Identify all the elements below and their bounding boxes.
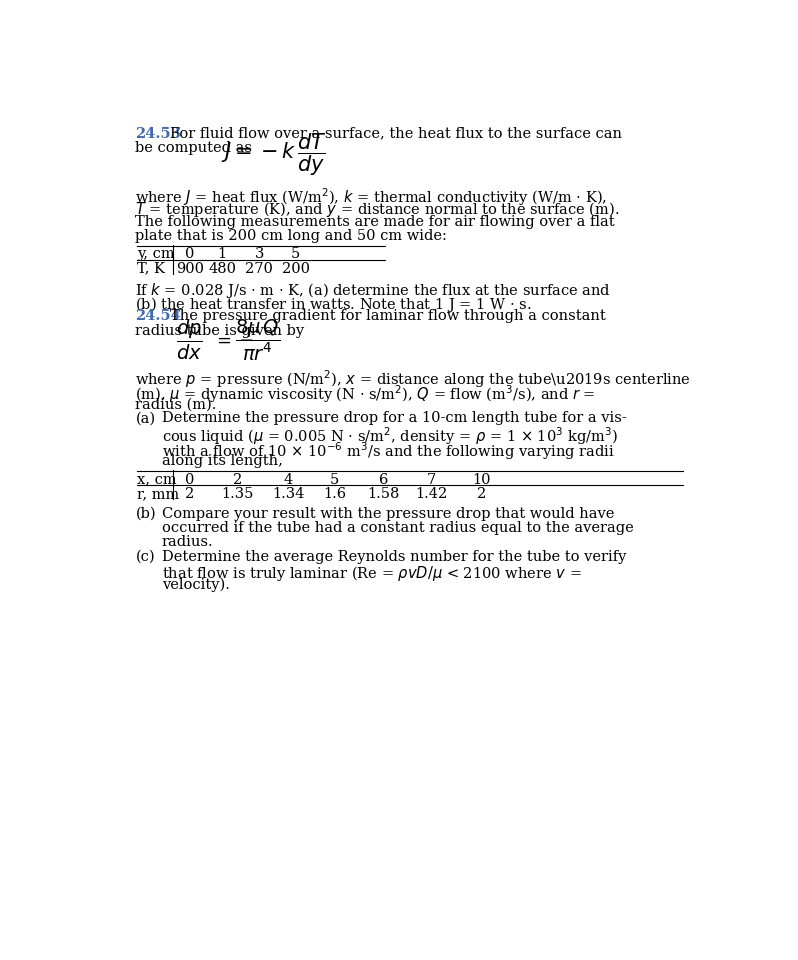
Text: (b): (b) <box>136 507 156 521</box>
Text: The following measurements are made for air flowing over a flat: The following measurements are made for … <box>136 215 615 228</box>
Text: (b) the heat transfer in watts. Note that 1 J = 1 W $\cdot$ s.: (b) the heat transfer in watts. Note tha… <box>136 295 532 314</box>
Text: radius (m).: radius (m). <box>136 397 217 411</box>
Text: 24.54: 24.54 <box>136 309 181 324</box>
Text: 0: 0 <box>185 472 195 487</box>
Text: 5: 5 <box>330 472 339 487</box>
Text: T, K: T, K <box>137 262 165 276</box>
Text: 1.35: 1.35 <box>222 487 254 501</box>
Text: $\dfrac{dp}{dx}$: $\dfrac{dp}{dx}$ <box>176 318 203 362</box>
Text: (c): (c) <box>136 550 155 564</box>
Text: velocity).: velocity). <box>162 578 230 592</box>
Text: 1.42: 1.42 <box>415 487 448 501</box>
Text: 1.58: 1.58 <box>367 487 400 501</box>
Text: 270: 270 <box>246 262 274 276</box>
Text: y, cm: y, cm <box>137 248 175 261</box>
Text: 1.34: 1.34 <box>272 487 304 501</box>
Text: 1: 1 <box>218 248 227 261</box>
Text: $= -$: $= -$ <box>213 331 254 348</box>
Text: 24.53: 24.53 <box>136 127 181 141</box>
Text: along its length,: along its length, <box>162 454 282 468</box>
Text: 2: 2 <box>233 472 243 487</box>
Text: 7: 7 <box>427 472 436 487</box>
Text: Determine the average Reynolds number for the tube to verify: Determine the average Reynolds number fo… <box>162 550 626 564</box>
Text: 480: 480 <box>208 262 236 276</box>
Text: r, mm: r, mm <box>137 487 180 501</box>
Text: 6: 6 <box>379 472 388 487</box>
Text: 10: 10 <box>472 472 491 487</box>
Text: 5: 5 <box>291 248 301 261</box>
Text: cous liquid ($\mu$ = 0.005 N $\cdot$ s/m$^2$, density = $\rho$ = 1 $\times$ 10$^: cous liquid ($\mu$ = 0.005 N $\cdot$ s/m… <box>162 425 618 447</box>
Text: plate that is 200 cm long and 50 cm wide:: plate that is 200 cm long and 50 cm wide… <box>136 228 447 243</box>
Text: The pressure gradient for laminar flow through a constant: The pressure gradient for laminar flow t… <box>169 309 605 324</box>
Text: radius.: radius. <box>162 536 213 549</box>
Text: 4: 4 <box>283 472 293 487</box>
Text: (a): (a) <box>136 412 156 425</box>
Text: be computed as: be computed as <box>136 141 252 155</box>
Text: where $p$ = pressure (N/m$^2$), $x$ = distance along the tube\u2019s centerline: where $p$ = pressure (N/m$^2$), $x$ = di… <box>136 369 691 391</box>
Text: If $k$ = 0.028 J/s $\cdot$ m $\cdot$ K, (a) determine the flux at the surface an: If $k$ = 0.028 J/s $\cdot$ m $\cdot$ K, … <box>136 281 611 300</box>
Text: 1.6: 1.6 <box>323 487 346 501</box>
Text: with a flow of 10 $\times$ 10$^{-6}$ m$^3$/s and the following varying radii: with a flow of 10 $\times$ 10$^{-6}$ m$^… <box>162 440 614 462</box>
Text: $J = -k\,\dfrac{dT}{dy}$: $J = -k\,\dfrac{dT}{dy}$ <box>221 132 326 179</box>
Text: 2: 2 <box>185 487 194 501</box>
Text: 900: 900 <box>176 262 203 276</box>
Text: 3: 3 <box>255 248 264 261</box>
Text: Compare your result with the pressure drop that would have: Compare your result with the pressure dr… <box>162 507 614 521</box>
Text: x, cm: x, cm <box>137 472 176 487</box>
Text: $T$ = temperature (K), and $y$ = distance normal to the surface (m).: $T$ = temperature (K), and $y$ = distanc… <box>136 201 620 220</box>
Text: radius tube is given by: radius tube is given by <box>136 324 305 338</box>
Text: $\dfrac{8\mu\,Q}{\pi r^4}$: $\dfrac{8\mu\,Q}{\pi r^4}$ <box>235 317 280 363</box>
Text: For fluid flow over a surface, the heat flux to the surface can: For fluid flow over a surface, the heat … <box>169 127 622 141</box>
Text: 200: 200 <box>282 262 310 276</box>
Text: that flow is truly laminar (Re = $\rho v D/\mu$ < 2100 where $v$ =: that flow is truly laminar (Re = $\rho v… <box>162 564 582 583</box>
Text: occurred if the tube had a constant radius equal to the average: occurred if the tube had a constant radi… <box>162 521 634 535</box>
Text: Determine the pressure drop for a 10-cm length tube for a vis-: Determine the pressure drop for a 10-cm … <box>162 412 626 425</box>
Text: 2: 2 <box>477 487 487 501</box>
Text: where $J$ = heat flux (W/m$^2$), $k$ = thermal conductivity (W/m $\cdot$ K),: where $J$ = heat flux (W/m$^2$), $k$ = t… <box>136 186 607 207</box>
Text: (m), $\mu$ = dynamic viscosity (N $\cdot$ s/m$^2$), $Q$ = flow (m$^3$/s), and $r: (m), $\mu$ = dynamic viscosity (N $\cdot… <box>136 383 596 405</box>
Text: 0: 0 <box>185 248 195 261</box>
